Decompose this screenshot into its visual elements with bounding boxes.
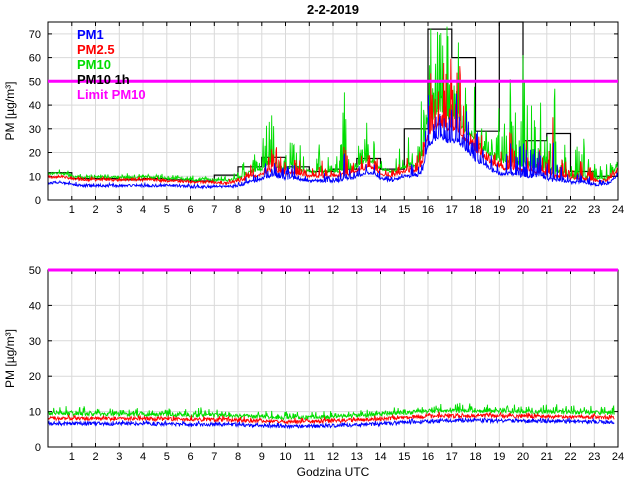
legend-item-pm10-1h: PM10 1h [77,72,130,87]
y-tick-label: 40 [29,300,41,312]
x-tick-label: 19 [493,204,505,216]
x-tick-label: 15 [398,451,410,463]
top-chart: 1 2 3 4 5 6 7 8 9 10 11 12 13 14 15 16 17 18 19 20 21 22 23 240… [3,21,624,216]
x-tick-label: 9 [259,204,265,216]
x-tick-label: 17 [446,204,458,216]
x-tick-label: 1 [69,451,75,463]
x-tick-label: 8 [235,451,241,463]
x-tick-label: 4 [140,451,146,463]
x-tick-label: 23 [588,204,600,216]
y-tick-labels: 0 10 20 30 40 50 60 70 [29,29,41,207]
x-tick-label: 14 [374,451,386,463]
x-tick-label: 24 [612,204,624,216]
x-tick-label: 9 [259,451,265,463]
y-axis-label: PM [µg/m³] [3,82,17,141]
x-axis-label: Godzina UTC [297,465,370,479]
x-tick-label: 16 [422,451,434,463]
x-tick-label: 7 [211,204,217,216]
x-tick-label: 17 [446,451,458,463]
x-tick-label: 10 [279,451,291,463]
y-tick-labels: 0 10 20 30 40 50 [29,265,41,454]
x-tick-label: 21 [541,451,553,463]
pm1-series [47,416,615,430]
y-tick-label: 0 [35,442,41,454]
x-tick-label: 24 [612,451,624,463]
y-tick-label: 40 [29,100,41,112]
x-tick-label: 20 [517,451,529,463]
x-tick-label: 15 [398,204,410,216]
x-tick-label: 11 [304,451,315,463]
x-tick-label: 3 [116,204,122,216]
x-tick-label: 12 [327,451,339,463]
y-tick-label: 50 [29,76,41,88]
x-tick-label: 13 [351,204,363,216]
y-axis-label: PM [µg/m³] [3,329,17,388]
y-tick-label: 10 [29,407,41,419]
y-tick-label: 20 [29,148,41,160]
legend-item-limit-pm10: Limit PM10 [77,87,146,102]
y-tick-label: 30 [29,124,41,136]
x-tick-label: 14 [374,204,386,216]
x-tick-label: 3 [116,451,122,463]
x-tick-label: 20 [517,204,529,216]
pm10-series [47,26,619,183]
x-tick-label: 2 [92,204,98,216]
x-tick-label: 22 [564,451,576,463]
y-tick-label: 30 [29,336,41,348]
x-tick-label: 8 [235,204,241,216]
y-tick-label: 50 [29,265,41,277]
y-tick-label: 0 [35,195,41,207]
bottom-chart: 1 2 3 4 5 6 7 8 9 10 11 12 13 14 15 16 17 18 19 20 21 22 23 240… [3,265,624,479]
x-tick-label: 10 [279,204,291,216]
tick-marks [48,269,619,448]
pm10-series [47,402,615,421]
x-tick-label: 5 [164,204,170,216]
x-tick-label: 5 [164,451,170,463]
x-tick-labels: 1 2 3 4 5 6 7 8 9 10 11 12 13 14 15 16 17 18 19 20 21 22 23 24 [69,204,624,216]
y-tick-label: 10 [29,171,41,183]
y-tick-label: 60 [29,53,41,65]
x-tick-label: 13 [351,451,363,463]
x-tick-label: 11 [304,204,315,216]
x-tick-label: 6 [187,204,193,216]
y-tick-label: 20 [29,371,41,383]
x-tick-label: 6 [187,451,193,463]
x-tick-label: 1 [69,204,75,216]
x-tick-label: 16 [422,204,434,216]
axis-border [47,21,619,201]
legend: PM1 PM2.5 PM10 PM10 1h Limit PM10 [77,27,146,102]
y-tick-label: 70 [29,29,41,41]
x-tick-label: 18 [469,451,481,463]
x-tick-label: 12 [327,204,339,216]
x-tick-label: 18 [469,204,481,216]
x-tick-label: 2 [92,451,98,463]
x-tick-label: 21 [541,204,553,216]
pm2-5-series [47,411,615,425]
pm1-series [47,93,619,190]
chart-title: 2-2-2019 [306,2,360,17]
legend-item-pm10: PM10 [77,57,111,72]
x-tick-label: 23 [588,451,600,463]
x-tick-label: 19 [493,451,505,463]
legend-item-pm2-5: PM2.5 [77,42,115,57]
x-tick-label: 7 [211,451,217,463]
legend-item-pm1: PM1 [77,27,104,42]
x-tick-label: 22 [564,204,576,216]
x-tick-labels: 1 2 3 4 5 6 7 8 9 10 11 12 13 14 15 16 17 18 19 20 21 22 23 24 [69,451,624,463]
x-tick-label: 4 [140,204,146,216]
